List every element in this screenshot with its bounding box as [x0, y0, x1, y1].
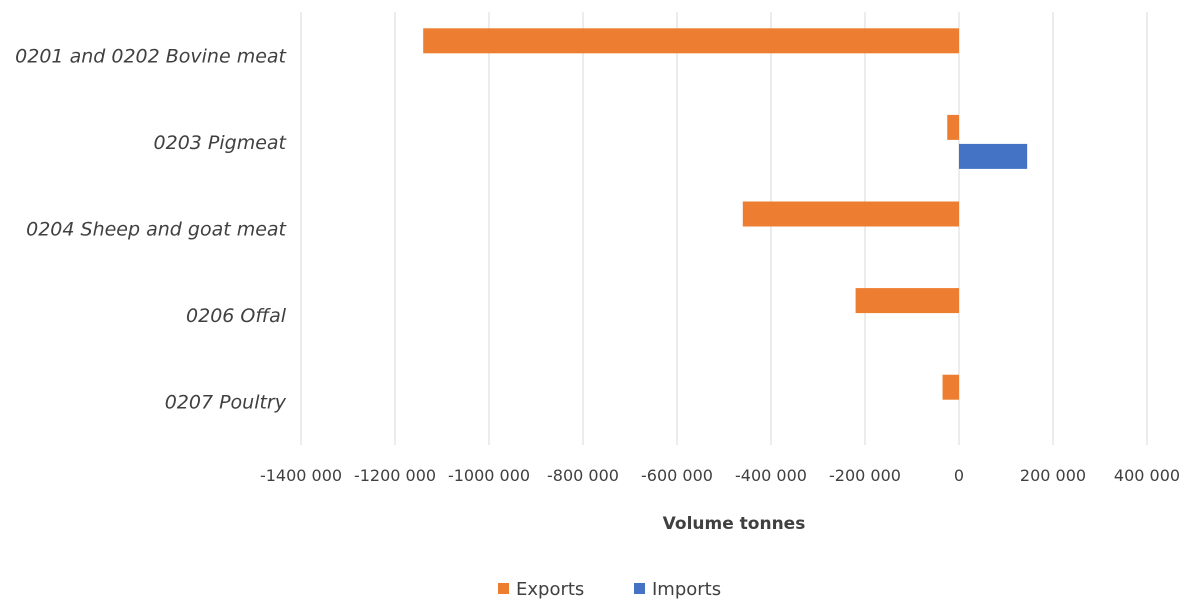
x-tick-label: 200 000: [1020, 466, 1086, 485]
bar-exports-3: [855, 288, 959, 314]
bar-exports-1: [947, 114, 959, 140]
bar-exports-4: [942, 374, 959, 400]
category-labels: 0201 and 0202 Bovine meat 0203 Pigmeat 020…: [15, 45, 287, 413]
bar-imports-1: [959, 143, 1028, 169]
category-label: 0206 Offal: [186, 305, 287, 327]
x-tick-label: 400 000: [1114, 466, 1180, 485]
legend: Exports Imports: [498, 579, 721, 600]
legend-label-exports: Exports: [516, 579, 584, 600]
x-tick-label: -1400 000: [260, 466, 342, 485]
bar-exports-0: [423, 28, 959, 54]
x-tick-label: -200 000: [829, 466, 901, 485]
legend-label-imports: Imports: [652, 579, 721, 600]
x-tick-labels: -1400 000 -1200 000 -1000 000 -800 000 -600 …: [260, 466, 1180, 485]
category-label: 0204 Sheep and goat meat: [26, 219, 287, 241]
bar-exports-2: [742, 201, 959, 227]
legend-swatch-exports: [498, 583, 509, 594]
x-tick-label: -800 000: [547, 466, 619, 485]
x-tick-label: -1200 000: [354, 466, 436, 485]
category-label: 0207 Poultry: [165, 392, 287, 414]
category-label: 0201 and 0202 Bovine meat: [15, 45, 287, 67]
x-tick-label: -600 000: [641, 466, 713, 485]
x-tick-label: 0: [954, 466, 964, 485]
x-tick-label: -400 000: [735, 466, 807, 485]
x-axis-title: Volume tonnes: [663, 514, 806, 534]
gridlines: [300, 12, 1148, 445]
x-tick-label: -1000 000: [448, 466, 530, 485]
category-label: 0203 Pigmeat: [154, 132, 288, 154]
bars: [423, 28, 1028, 400]
legend-swatch-imports: [634, 583, 645, 594]
